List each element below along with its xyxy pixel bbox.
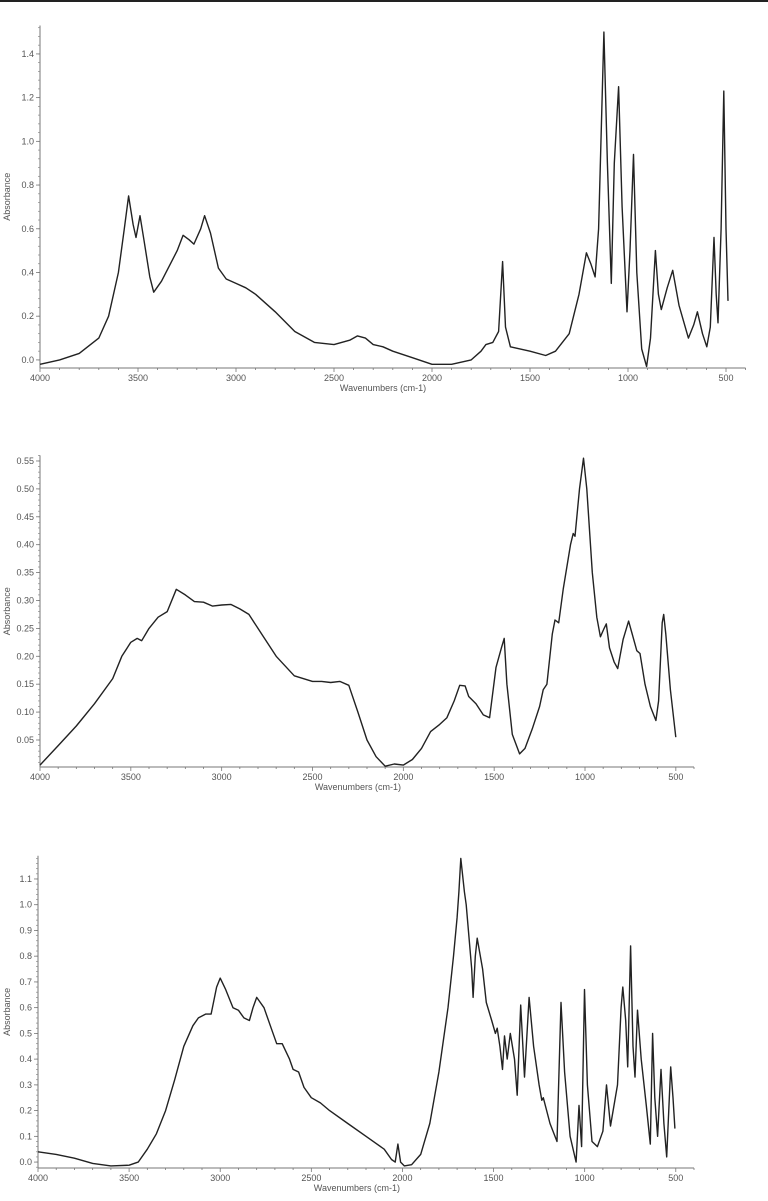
x-tick-label: 1000 (575, 1173, 595, 1183)
y-tick-label: 0.6 (21, 224, 34, 234)
y-tick-label: 0.15 (16, 679, 34, 689)
y-axis-title: Absorbance (2, 587, 12, 635)
spectrum-chart-2: 4000 3500 3000 2500 2000 1500 1000 500 0.05 0.10 0… (2, 455, 695, 792)
spectrum-line (39, 31, 729, 368)
y-tick-label: 0.6 (19, 1003, 32, 1013)
y-axis-title: Absorbance (2, 173, 12, 221)
x-tick-label: 1500 (484, 1173, 504, 1183)
x-tick-label: 2000 (392, 1173, 412, 1183)
x-tick-label: 2500 (324, 373, 344, 383)
y-tick-label: 0.4 (21, 267, 34, 277)
y-tick-label: 0.25 (16, 623, 34, 633)
spectrum-chart-3: 4000 3500 3000 2500 2000 1500 1000 500 0.0 0.1 0.2… (2, 855, 695, 1193)
y-tick-label: 0.8 (19, 951, 32, 961)
y-tick-label: 0.8 (21, 180, 34, 190)
y-tick-label: 0.1 (19, 1131, 32, 1141)
x-tick-label: 1000 (618, 373, 638, 383)
x-tick-label: 500 (668, 1173, 683, 1183)
x-tick-label: 3000 (226, 373, 246, 383)
x-tick-label: 500 (668, 772, 683, 782)
x-tick-label: 2000 (393, 772, 413, 782)
y-tick-label: 0.20 (16, 651, 34, 661)
y-tick-label: 0.3 (19, 1080, 32, 1090)
y-tick-label: 0.0 (19, 1157, 32, 1167)
y-tick-label: 0.0 (21, 355, 34, 365)
x-axis-title: Wavenumbers (cm-1) (340, 383, 426, 393)
x-tick-label: 4000 (30, 772, 50, 782)
y-tick-label: 0.50 (16, 484, 34, 494)
y-tick-label: 1.4 (21, 49, 34, 59)
y-tick-label: 0.45 (16, 512, 34, 522)
x-tick-label: 2500 (302, 772, 322, 782)
x-tick-label: 2500 (301, 1173, 321, 1183)
y-tick-label: 0.4 (19, 1054, 32, 1064)
x-tick-label: 3500 (128, 373, 148, 383)
y-tick-label: 0.7 (19, 977, 32, 987)
y-tick-label: 0.30 (16, 595, 34, 605)
y-axis-title: Absorbance (2, 988, 12, 1036)
y-tick-label: 0.05 (16, 735, 34, 745)
top-border (0, 0, 768, 2)
x-axis-title: Wavenumbers (cm-1) (314, 1183, 400, 1193)
y-tick-label: 0.2 (19, 1106, 32, 1116)
spectrum-line (37, 857, 676, 1167)
y-tick-label: 1.0 (21, 136, 34, 146)
x-tick-label: 1500 (484, 772, 504, 782)
y-tick-label: 0.2 (21, 311, 34, 321)
x-tick-label: 4000 (28, 1173, 48, 1183)
y-tick-label: 1.1 (19, 874, 32, 884)
x-tick-label: 1000 (575, 772, 595, 782)
x-tick-label: 4000 (30, 373, 50, 383)
x-tick-label: 1500 (520, 373, 540, 383)
x-tick-label: 3000 (212, 772, 232, 782)
y-tick-label: 0.40 (16, 540, 34, 550)
spectrum-chart-1: 4000 3500 3000 2500 2000 1500 1000 500 0.0 0.2 0.4… (2, 25, 746, 393)
x-tick-label: 3000 (210, 1173, 230, 1183)
x-tick-label: 3500 (121, 772, 141, 782)
x-axis-title: Wavenumbers (cm-1) (315, 782, 401, 792)
x-tick-label: 2000 (422, 373, 442, 383)
y-tick-label: 1.0 (19, 900, 32, 910)
y-tick-label: 1.2 (21, 93, 34, 103)
y-tick-label: 0.35 (16, 568, 34, 578)
x-tick-label: 3500 (119, 1173, 139, 1183)
spectrum-line (39, 457, 677, 767)
y-tick-label: 0.10 (16, 707, 34, 717)
x-tick-label: 500 (718, 373, 733, 383)
y-tick-label: 0.55 (16, 456, 34, 466)
y-tick-label: 0.9 (19, 925, 32, 935)
y-tick-label: 0.5 (19, 1028, 32, 1038)
